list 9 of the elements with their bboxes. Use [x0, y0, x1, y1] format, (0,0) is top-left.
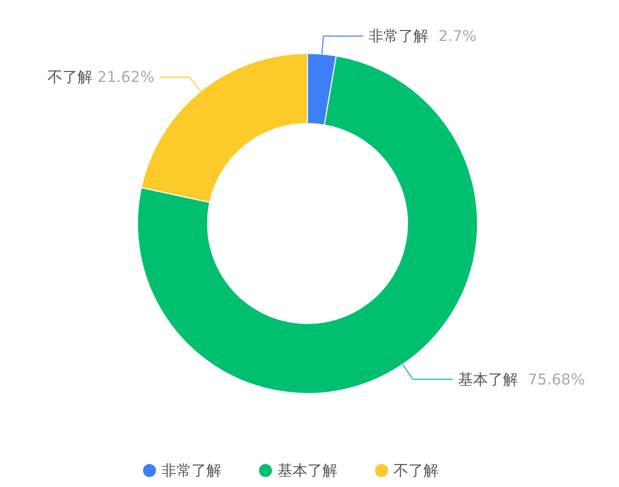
data-label: 75.68%: [528, 370, 585, 388]
slice-label: 不了解: [47, 68, 92, 86]
slice-label: 非常了解: [368, 27, 428, 46]
data-label: 2.7%: [438, 27, 477, 46]
legend-label: 基本了解: [278, 462, 338, 480]
slice-label: 基本了解: [458, 370, 518, 388]
legend-label: 不了解: [394, 462, 438, 480]
legend-label: 非常了解: [162, 462, 222, 480]
data-label: 21.62%: [97, 68, 154, 86]
